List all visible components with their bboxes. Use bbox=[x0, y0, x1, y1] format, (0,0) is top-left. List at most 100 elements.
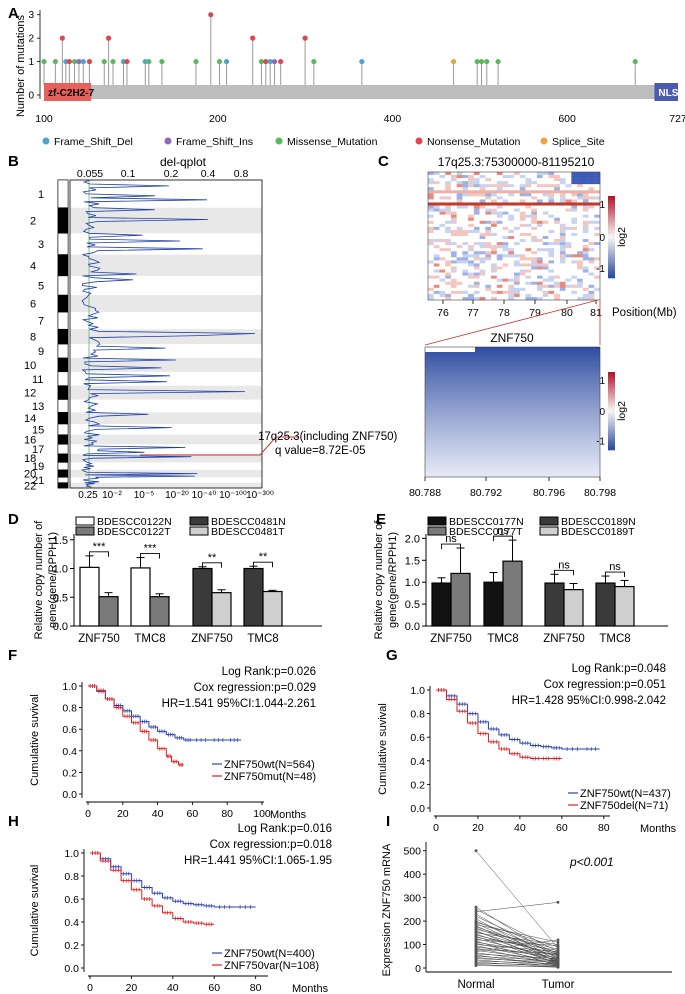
survival-xtick-label: 40 bbox=[167, 982, 179, 994]
heatmap-cell bbox=[473, 296, 480, 301]
heatmap-cell bbox=[519, 281, 526, 285]
heatmap-cell bbox=[462, 190, 469, 194]
heatmap-cell bbox=[428, 178, 434, 182]
heatmap-cell bbox=[519, 251, 526, 255]
colorbar-segment bbox=[608, 444, 615, 447]
qplot-stripe bbox=[70, 295, 262, 313]
heatmap-cell bbox=[548, 251, 555, 255]
heatmap-cell bbox=[445, 245, 452, 249]
heatmap-cell bbox=[491, 257, 497, 261]
heatmap-cell bbox=[554, 287, 561, 292]
heatmap-cell bbox=[536, 181, 543, 185]
heatmap-cell bbox=[514, 275, 520, 279]
colorbar-segment bbox=[608, 391, 615, 394]
heatmap-cell bbox=[531, 181, 538, 185]
heatmap-cell bbox=[485, 196, 492, 200]
bar bbox=[502, 560, 523, 627]
heatmap-cell bbox=[502, 281, 509, 285]
heatmap-cell bbox=[508, 275, 515, 279]
mutation-dot bbox=[76, 58, 82, 65]
colorbar-segment bbox=[608, 407, 615, 410]
colorbar-segment bbox=[608, 249, 615, 252]
colorbar-segment bbox=[608, 436, 615, 439]
heatmap-cell bbox=[445, 239, 452, 243]
heatmap-cell bbox=[445, 278, 452, 282]
heatmap-cell bbox=[588, 226, 595, 231]
heatmap-cell bbox=[514, 202, 520, 206]
heatmap-cell bbox=[594, 287, 601, 292]
pair-line bbox=[475, 937, 559, 951]
heatmap-cell bbox=[450, 284, 457, 289]
heatmap-cell bbox=[565, 260, 572, 264]
mutation-dot bbox=[66, 58, 72, 65]
heatmap-cell bbox=[519, 287, 526, 292]
colorbar-segment bbox=[608, 204, 615, 207]
heatmap-cell bbox=[456, 242, 463, 246]
heatmap-cell bbox=[565, 236, 572, 240]
heatmap-cell bbox=[554, 278, 561, 282]
heatmap-cell bbox=[508, 223, 515, 228]
domain-box bbox=[44, 83, 92, 101]
heatmap-cell bbox=[473, 254, 480, 258]
heatmap-cell bbox=[445, 196, 452, 200]
heatmap-cell bbox=[456, 187, 463, 191]
i-ytick-label: 0 bbox=[415, 963, 421, 975]
heatmap-cell bbox=[594, 223, 601, 228]
heatmap-cell bbox=[496, 208, 503, 212]
zoom-heatmap-row bbox=[425, 420, 600, 424]
heatmap-cell bbox=[428, 220, 434, 225]
colorbar-segment bbox=[608, 379, 615, 383]
zoom-heatmap-row bbox=[425, 347, 600, 350]
heatmap-cell bbox=[588, 229, 595, 234]
heatmap-cell bbox=[479, 217, 486, 221]
heatmap-cell bbox=[479, 187, 486, 191]
heatmap-cell bbox=[531, 208, 538, 212]
colorbar-segment bbox=[608, 395, 615, 398]
colorbar-segment bbox=[608, 405, 615, 408]
heatmap-cell bbox=[479, 236, 486, 240]
a-xtick-label: 600 bbox=[558, 113, 576, 125]
heatmap-cell bbox=[519, 257, 526, 261]
heatmap-cell bbox=[473, 281, 480, 285]
chromosome-label: 12 bbox=[24, 388, 36, 400]
heatmap-cell bbox=[456, 293, 463, 298]
heatmap-cell bbox=[502, 287, 509, 292]
heatmap-cell bbox=[514, 281, 520, 285]
heatmap-cell bbox=[462, 226, 469, 231]
heatmap-cell bbox=[479, 257, 486, 261]
heatmap-frame bbox=[427, 171, 601, 301]
heatmap-cell bbox=[479, 275, 486, 279]
heatmap-cell bbox=[559, 269, 566, 273]
qplot-bottom-tick: 0.25 bbox=[78, 490, 98, 501]
pair-line bbox=[475, 944, 559, 952]
heatmap-cell bbox=[456, 266, 463, 270]
heatmap-cell bbox=[577, 263, 583, 267]
zoom-heatmap-row bbox=[425, 466, 600, 469]
heatmap-cell bbox=[428, 245, 434, 249]
heatmap-cell bbox=[496, 293, 503, 298]
heatmap-cell bbox=[491, 293, 497, 298]
heatmap-cell bbox=[582, 281, 589, 285]
heatmap-cell bbox=[536, 251, 543, 255]
heatmap-cell bbox=[456, 226, 463, 231]
heatmap-cell bbox=[445, 248, 452, 252]
heatmap-cell bbox=[502, 175, 509, 179]
heatmap-cell bbox=[571, 187, 578, 191]
heatmap-cell bbox=[577, 190, 583, 194]
heatmap-cell bbox=[594, 266, 601, 270]
chromosome-band bbox=[57, 328, 69, 345]
heatmap-cell bbox=[491, 214, 497, 218]
heatmap-cell bbox=[485, 199, 492, 203]
i-ytick-label: 200 bbox=[403, 916, 421, 928]
qplot-frame bbox=[69, 179, 263, 489]
heatmap-cell bbox=[473, 196, 480, 200]
i-ytick-label: 300 bbox=[403, 893, 421, 905]
chromosome-label: 18 bbox=[24, 453, 36, 465]
heatmap-cell bbox=[485, 266, 492, 270]
heatmap-cell bbox=[554, 239, 561, 243]
heatmap-cell bbox=[502, 269, 509, 273]
bar-category-label: TMC8 bbox=[487, 633, 518, 645]
significance-bracket bbox=[202, 562, 222, 568]
pair-line bbox=[475, 924, 559, 943]
heatmap-cell bbox=[428, 232, 434, 237]
